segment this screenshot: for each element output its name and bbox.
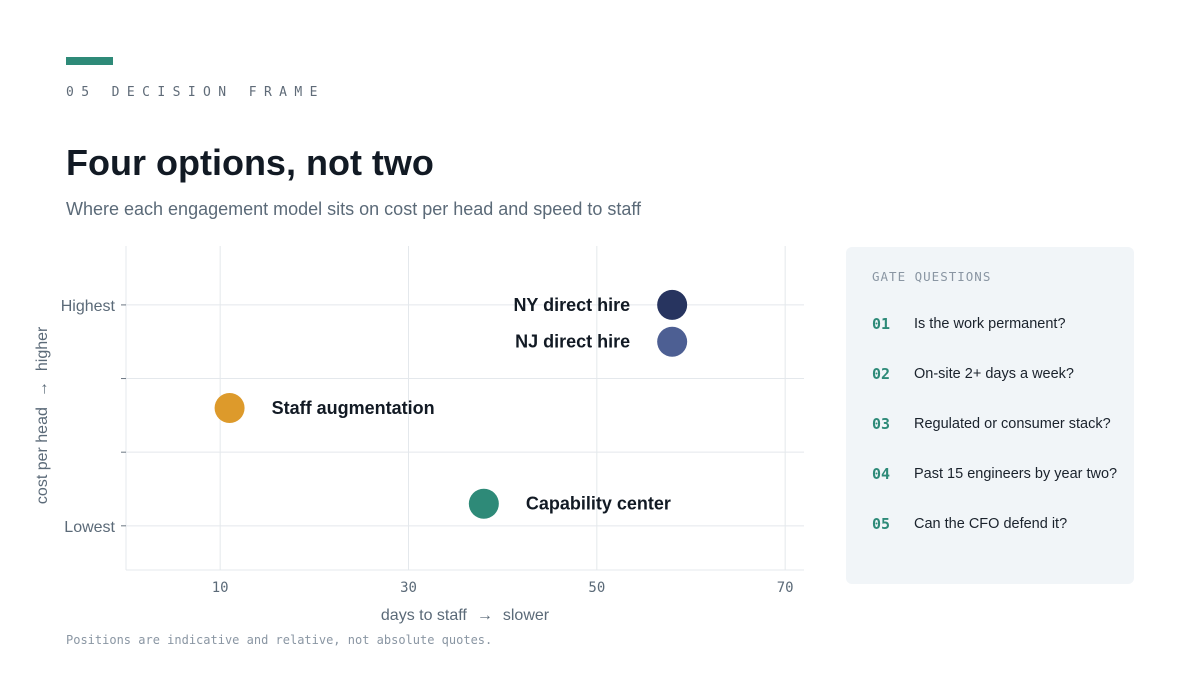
gate-question-number: 02	[872, 365, 891, 383]
page-subtitle: Where each engagement model sits on cost…	[66, 199, 642, 219]
x-tick-label: 70	[777, 580, 794, 596]
data-point-label: NY direct hire	[513, 295, 630, 315]
data-point	[214, 393, 245, 423]
gate-question-item: 01 Is the work permanent?	[872, 315, 1122, 337]
gate-question-text: Can the CFO defend it?	[914, 516, 1068, 532]
y-tick-label: Highest	[61, 298, 116, 315]
gate-question-text: On-site 2+ days a week?	[914, 366, 1074, 382]
gate-question-item: 04 Past 15 engineers by year two?	[872, 465, 1122, 487]
gate-question-text: Is the work permanent?	[914, 316, 1066, 332]
gate-question-number: 03	[872, 415, 891, 433]
gate-question-number: 04	[872, 465, 891, 483]
x-tick-label: 50	[588, 580, 605, 596]
section-eyebrow: 05 DECISION FRAME	[66, 85, 325, 100]
scatter-chart: Lowest Highest 10 30 50 70 days to staff → slowe…	[34, 246, 804, 624]
gate-question-number: 01	[872, 315, 891, 333]
data-point	[657, 326, 688, 357]
gate-question-text: Past 15 engineers by year two?	[914, 466, 1118, 482]
gate-questions-panel: GATE QUESTIONS 01 Is the work permanent?…	[846, 247, 1134, 584]
y-tick-label: Lowest	[64, 519, 115, 536]
data-point-label: Staff augmentation	[272, 398, 435, 418]
gate-question-text: Regulated or consumer stack?	[914, 416, 1111, 432]
x-tick-label: 10	[212, 580, 229, 596]
gate-question-number: 05	[872, 515, 891, 533]
data-point-label: NJ direct hire	[515, 332, 630, 352]
gate-question-item: 05 Can the CFO defend it?	[872, 515, 1122, 537]
accent-bar	[66, 57, 113, 65]
x-axis-label: days to staff → slower	[381, 607, 550, 624]
data-point-label: Capability center	[526, 494, 671, 514]
gate-questions-heading: GATE QUESTIONS	[872, 269, 992, 284]
footnote: Positions are indicative and relative, n…	[66, 633, 493, 647]
gate-question-item: 03 Regulated or consumer stack?	[872, 415, 1122, 437]
data-point	[657, 289, 688, 320]
page-title: Four options, not two	[66, 142, 434, 183]
gate-question-item: 02 On-site 2+ days a week?	[872, 365, 1122, 387]
data-point	[468, 488, 499, 519]
x-tick-label: 30	[400, 580, 417, 596]
y-axis-label: cost per head→higher	[34, 326, 51, 504]
